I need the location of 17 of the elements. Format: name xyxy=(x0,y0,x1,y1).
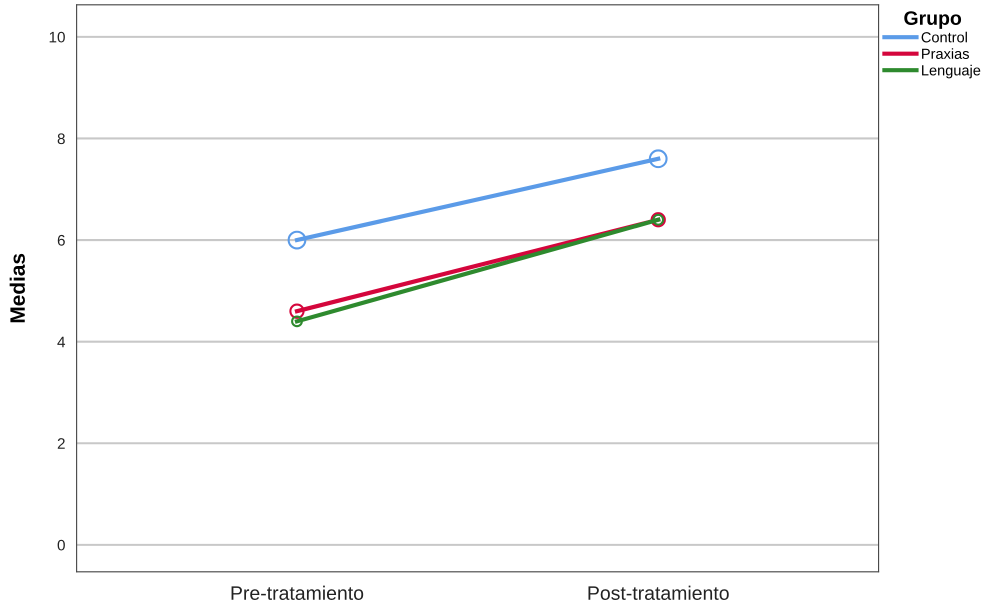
point xyxy=(289,304,305,319)
legend-label: Praxias xyxy=(922,48,969,59)
y-tick-label: 0 xyxy=(58,540,65,551)
x-tick-label: Pre-tratamiento xyxy=(232,586,364,600)
y-tick-label: 10 xyxy=(50,32,65,43)
point xyxy=(648,149,668,168)
y-tick-label: 6 xyxy=(58,234,65,246)
legend-label: Control xyxy=(922,32,967,42)
point xyxy=(291,315,303,328)
legend-title: Grupo xyxy=(904,11,962,29)
x-tick-label: Post-tratamiento xyxy=(588,586,729,600)
y-tick-label: 2 xyxy=(58,438,65,449)
legend-label: Lenguaje xyxy=(922,64,980,78)
point xyxy=(288,230,306,250)
y-tick-label: 8 xyxy=(58,133,65,144)
y-tick-label: 4 xyxy=(57,336,66,348)
y-axis-title: Medias xyxy=(10,254,25,322)
